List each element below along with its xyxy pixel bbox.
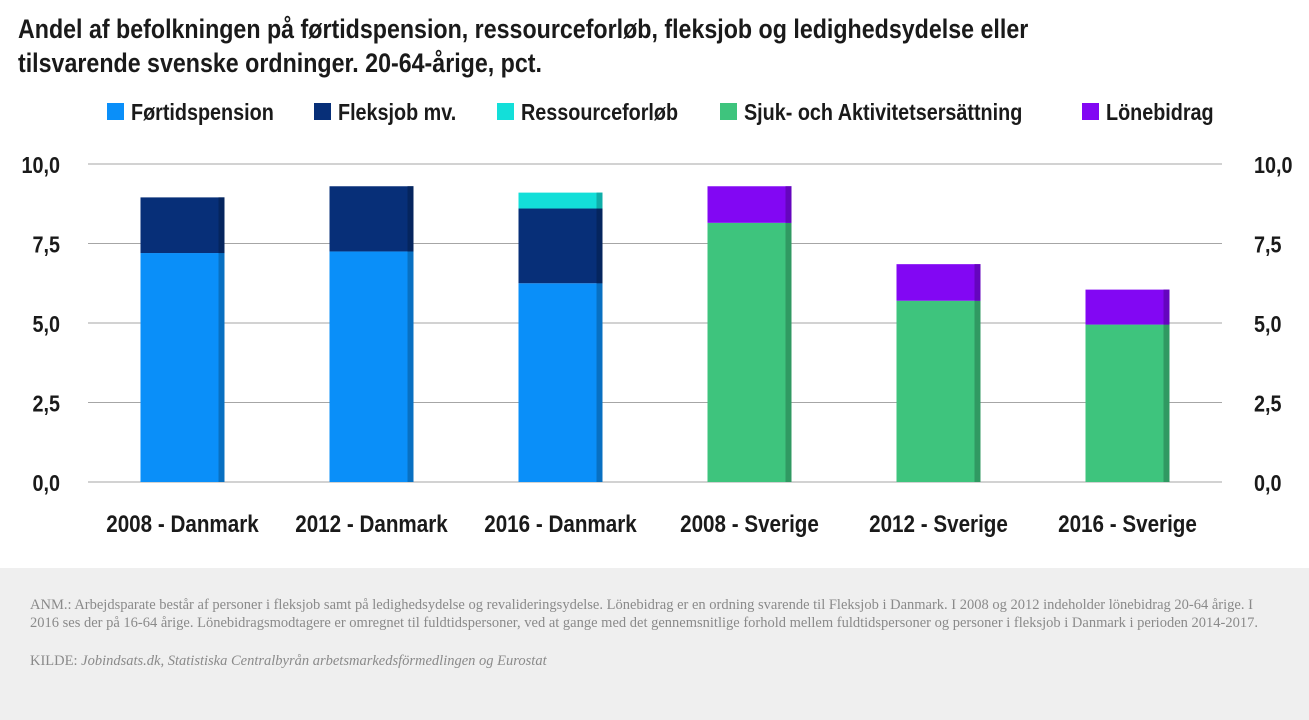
legend: Førtidspension Fleksjob mv. Ressourceforlø… [107, 100, 1214, 126]
legend-swatch [497, 103, 514, 120]
y-tick-label-right: 7,5 [1254, 232, 1282, 258]
bar-segment [707, 186, 792, 223]
y-tick-label-right: 10,0 [1254, 153, 1293, 179]
bar-segment [329, 251, 414, 482]
bar-segment [140, 253, 225, 482]
y-tick-label-right: 2,5 [1254, 391, 1282, 417]
legend-label: Førtidspension [131, 100, 274, 126]
y-tick-label: 0,0 [33, 471, 61, 497]
x-axis: 2008 - Danmark 2012 - Danmark 2016 - Danma… [106, 511, 1197, 538]
legend-label: Fleksjob mv. [338, 100, 456, 126]
bar-segment [518, 208, 603, 284]
bar-segment [1085, 324, 1170, 482]
x-tick-label: 2012 - Sverige [869, 511, 1008, 538]
bar-segment-edge [218, 197, 225, 254]
bar-segment-edge [407, 186, 414, 252]
bar-segment-edge [596, 283, 603, 482]
bar-segment-edge [407, 251, 414, 482]
bar-segment-edge [785, 222, 792, 482]
bar-segment-edge [218, 253, 225, 482]
bar-segment-edge [1163, 289, 1170, 325]
chart-title: Andel af befolkningen på førtidspension,… [18, 14, 1029, 78]
y-tick-label: 7,5 [33, 232, 61, 258]
y-tick-label: 10,0 [22, 153, 61, 179]
legend-swatch [720, 103, 737, 120]
footer-notes: ANM.: Arbejdsparate består af personer i… [0, 568, 1309, 720]
source-line: KILDE: Jobindsats.dk, Statistiska Centra… [30, 652, 1279, 670]
y-axis-left: 0,0 2,5 5,0 7,5 10,0 [22, 153, 61, 497]
legend-label: Lönebidrag [1106, 100, 1214, 126]
x-tick-label: 2012 - Danmark [295, 511, 448, 538]
y-tick-label: 2,5 [33, 391, 61, 417]
source-label: KILDE: [30, 653, 78, 669]
bar-segment [896, 264, 981, 301]
bar-segment [518, 283, 603, 482]
bars [140, 186, 1170, 482]
legend-swatch [1082, 103, 1099, 120]
bar-segment-edge [596, 208, 603, 284]
y-axis-right: 0,0 2,5 5,0 7,5 10,0 [1254, 153, 1293, 497]
x-tick-label: 2016 - Danmark [484, 511, 637, 538]
legend-swatch [107, 103, 124, 120]
bar-segment [140, 197, 225, 254]
source-text: Jobindsats.dk, Statistiska Centralbyrån … [81, 653, 547, 669]
stacked-bar-chart: Førtidspension Fleksjob mv. Ressourceforlø… [22, 100, 1293, 538]
bar-segment [707, 222, 792, 482]
legend-label: Ressourceforløb [521, 100, 678, 126]
footnote-text: ANM.: Arbejdsparate består af personer i… [30, 597, 1258, 631]
x-tick-label: 2016 - Sverige [1058, 511, 1197, 538]
bar-segment [1085, 289, 1170, 325]
x-tick-label: 2008 - Sverige [680, 511, 819, 538]
gridlines [88, 163, 1222, 483]
bar-segment [518, 192, 603, 209]
y-tick-label-right: 0,0 [1254, 471, 1282, 497]
legend-label: Sjuk- och Aktivitetsersättning [744, 100, 1022, 126]
bar-segment-edge [785, 186, 792, 223]
bar-segment [896, 300, 981, 482]
bar-segment-edge [974, 264, 981, 301]
y-tick-label-right: 5,0 [1254, 312, 1282, 338]
legend-swatch [314, 103, 331, 120]
x-tick-label: 2008 - Danmark [106, 511, 259, 538]
bar-segment-edge [1163, 324, 1170, 482]
bar-segment [329, 186, 414, 252]
bar-segment-edge [974, 300, 981, 482]
y-tick-label: 5,0 [33, 312, 61, 338]
bar-segment-edge [596, 192, 603, 209]
